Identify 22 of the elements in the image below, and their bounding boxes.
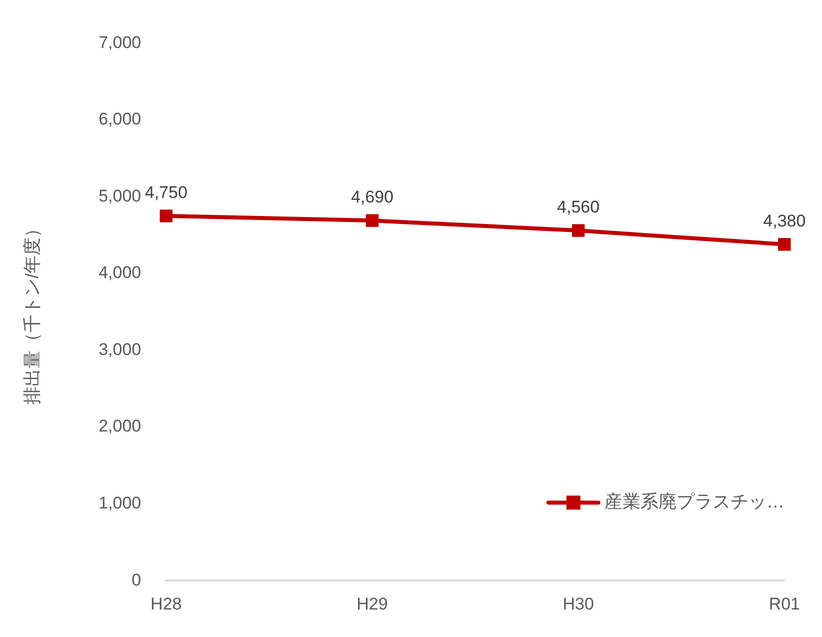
y-axis-title: 排出量（千トン/年度） xyxy=(22,219,42,404)
data-label: 4,380 xyxy=(763,212,806,231)
y-tick-label: 2,000 xyxy=(98,416,142,436)
data-label: 4,560 xyxy=(557,198,600,217)
y-tick-label: 1,000 xyxy=(98,494,142,513)
data-label: 4,690 xyxy=(350,188,394,207)
y-tick-label: 3,000 xyxy=(98,340,142,359)
data-label: 4,750 xyxy=(144,183,188,202)
point xyxy=(572,224,585,237)
y-tick-label: 4,000 xyxy=(98,263,142,282)
y-tick-label: 7,000 xyxy=(98,32,142,52)
x-tick-label: H30 xyxy=(562,594,594,614)
point xyxy=(366,214,379,227)
point xyxy=(160,210,173,222)
y-tick-label: 0 xyxy=(132,570,142,590)
legend-label: 産業系廃プラスチッ… xyxy=(604,492,784,512)
x-tick-label: H29 xyxy=(356,594,388,614)
x-tick-label: R01 xyxy=(768,594,800,614)
point xyxy=(778,238,791,251)
y-tick-label: 5,000 xyxy=(98,186,142,206)
y-tick-label: 6,000 xyxy=(98,110,142,129)
x-tick-label: H28 xyxy=(150,594,182,614)
